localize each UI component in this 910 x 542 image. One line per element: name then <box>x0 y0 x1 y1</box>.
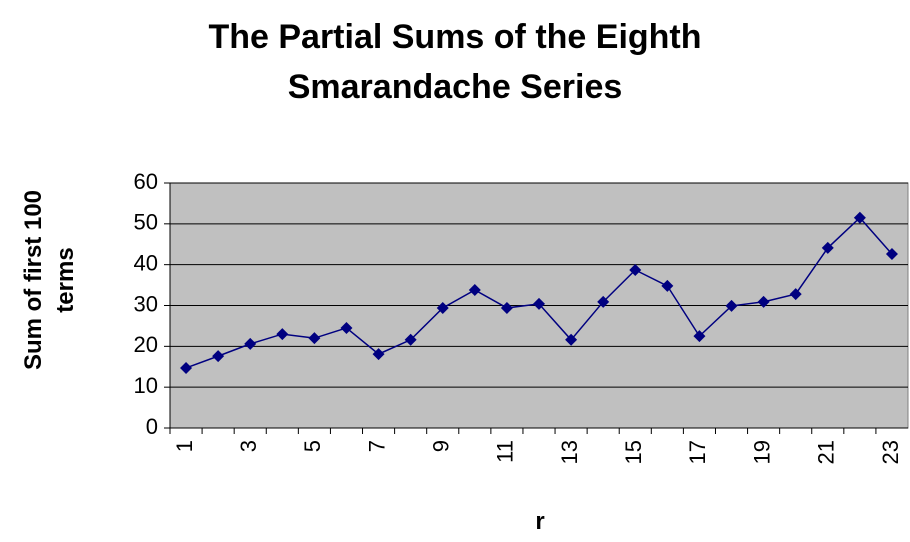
x-axis-label: r <box>535 508 545 535</box>
data-point <box>725 299 738 312</box>
x-tick-label: 17 <box>685 440 710 464</box>
data-point <box>693 330 706 343</box>
data-point <box>404 333 417 346</box>
data-point <box>180 361 193 374</box>
x-tick-label: 5 <box>300 440 325 452</box>
data-point <box>629 263 642 276</box>
data-point <box>276 328 289 341</box>
data-point <box>468 283 481 296</box>
data-point <box>212 350 225 363</box>
x-tick-label: 3 <box>236 440 261 452</box>
data-point <box>308 332 321 345</box>
y-tick-label: 40 <box>134 250 158 275</box>
y-tick-label: 10 <box>134 373 158 398</box>
data-point <box>885 248 898 261</box>
data-point <box>853 211 866 224</box>
x-tick-label: 13 <box>557 440 582 464</box>
data-point <box>789 288 802 301</box>
data-point <box>340 321 353 334</box>
data-point <box>821 241 834 254</box>
x-tick-label: 11 <box>493 440 518 463</box>
y-tick-label: 20 <box>134 332 158 357</box>
x-tick-label: 21 <box>814 440 839 464</box>
data-point <box>757 295 770 308</box>
data-point <box>436 301 449 314</box>
x-tick-label: 23 <box>878 440 903 464</box>
x-tick-label: 9 <box>429 440 454 452</box>
data-point <box>565 333 578 346</box>
data-point <box>661 279 674 292</box>
data-point <box>244 337 257 350</box>
chart-title: The Partial Sums of the Eighth Smarandac… <box>208 18 702 106</box>
data-point <box>372 348 385 361</box>
x-tick-label: 1 <box>172 440 197 452</box>
y-tick-label: 60 <box>134 169 158 194</box>
x-tick-label: 7 <box>364 440 389 452</box>
x-tick-label: 15 <box>621 440 646 464</box>
data-point <box>597 295 610 308</box>
y-tick-label: 50 <box>134 210 158 235</box>
y-axis-label: Sum of first 100 terms <box>20 189 79 371</box>
x-tick-label: 19 <box>749 440 774 464</box>
y-tick-label: 0 <box>146 414 158 439</box>
y-tick-label: 30 <box>134 291 158 316</box>
data-point <box>500 301 513 314</box>
data-point <box>533 297 545 310</box>
